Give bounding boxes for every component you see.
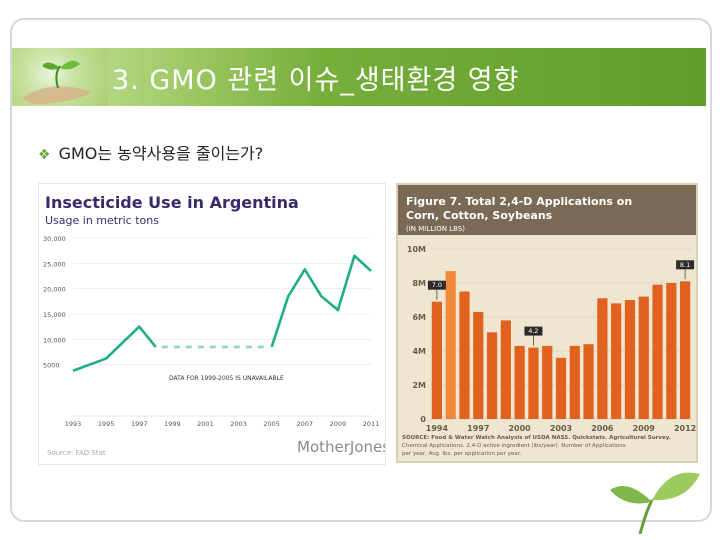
chart2-bar [542,345,553,419]
24d-chart: Figure 7. Total 2,4-D Applications on Co… [396,183,698,463]
chart2-bar [514,345,525,419]
chart2-source-line3: per year, Avg. lbs. per application per … [402,451,521,457]
chart1-x-tick: 2007 [297,420,314,428]
chart2-y-tick: 8M [412,279,426,288]
chart2-bar [555,357,567,419]
chart2-data-label-box [676,260,695,270]
chart2-bar [431,301,442,419]
chart1-x-tick: 2011 [363,420,380,428]
chart2-bar [583,344,594,419]
chart2-data-label: 7.0 [432,281,442,289]
chart2-data-label-box [427,280,446,290]
chart2-bar [473,311,484,419]
chart2-bar [597,298,608,419]
chart1-x-tick: 1995 [98,420,115,428]
chart2-x-tick: 2012 [674,424,696,433]
sprout-icon [610,472,700,534]
chart2-title-line2: Corn, Cotton, Soybeans [406,209,553,222]
chart2-bar [500,320,511,419]
chart2-x-tick: 1994 [426,424,449,433]
chart1-subtitle: Usage in metric tons [45,214,159,227]
chart2-bar [624,300,636,419]
chart2-y-tick: 10M [407,245,426,254]
chart2-bar [528,347,539,419]
chart1-x-tick: 1997 [131,420,148,428]
24d-chart-svg: Figure 7. Total 2,4-D Applications on Co… [398,185,696,457]
chart1-x-tick: 2001 [197,420,214,428]
chart2-bar [611,303,622,419]
chart2-units: (IN MILLION LBS) [406,225,465,233]
chart2-title-band [398,185,696,235]
chart1-title: Insecticide Use in Argentina [45,193,299,212]
insecticide-chart: Insecticide Use in Argentina Usage in me… [38,183,390,465]
chart2-data-label-box [524,326,543,336]
chart1-x-tick: 2003 [230,420,247,428]
chart1-y-tick: 5000 [43,362,60,370]
chart2-source-line1: SOURCE: Food & Water Watch Analysis of U… [402,435,671,441]
chart2-y-tick: 2M [412,381,426,390]
chart2-bar [652,284,663,419]
mother-jones-logo: MotherJones [297,438,385,456]
chart2-bar [569,345,580,419]
chart1-y-tick: 20,000 [43,286,66,294]
chart1-x-tick: 1993 [65,420,82,428]
chart2-data-label: 4.2 [528,327,538,335]
chart1-series-line [270,254,372,348]
chart2-bar [459,291,470,419]
chart1-source: Source: FAO Stat [47,449,106,457]
chart1-y-tick: 15,000 [43,311,66,319]
insecticide-chart-svg: Insecticide Use in Argentina Usage in me… [39,184,390,464]
chart2-bar [486,332,498,419]
chart2-x-tick: 2009 [633,424,656,433]
chart1-series-line [72,325,157,372]
chart1-y-tick: 30,000 [43,235,66,243]
diamond-bullet-icon: ❖ [38,147,51,163]
chart1-gap-note: DATA FOR 1999-2005 IS UNAVAILABLE [169,375,284,382]
chart1-y-tick: 10,000 [43,336,66,344]
chart1-x-tick: 2005 [263,420,280,428]
chart1-x-tick: 1999 [164,420,181,428]
chart2-bar [680,281,691,419]
chart2-y-tick: 4M [412,347,426,356]
chart2-bar [445,271,456,419]
bullet-text: GMO는 농약사용을 줄이는가? [58,144,264,163]
chart2-x-tick: 2003 [550,424,572,433]
chart2-x-tick: 2000 [508,424,531,433]
slide-title: 3. GMO 관련 이슈_생태환경 영향 [112,65,520,96]
chart2-data-label: 8.1 [680,261,690,269]
chart1-x-tick: 2009 [330,420,347,428]
chart2-bar [666,283,677,419]
chart2-y-tick: 0 [420,415,426,424]
chart2-y-tick: 6M [412,313,426,322]
title-banner [12,48,706,106]
chart2-bar [638,296,649,419]
chart2-source-line2: Chemical Applications. 2,4-D active ingr… [402,443,626,449]
chart2-title-line1: Figure 7. Total 2,4-D Applications on [406,195,632,208]
chart2-x-tick: 1997 [467,424,489,433]
bullet-line: ❖ GMO는 농약사용을 줄이는가? [38,140,263,164]
chart2-x-tick: 2006 [591,424,614,433]
seedling-photo [12,48,108,106]
chart1-y-tick: 25,000 [43,260,66,268]
